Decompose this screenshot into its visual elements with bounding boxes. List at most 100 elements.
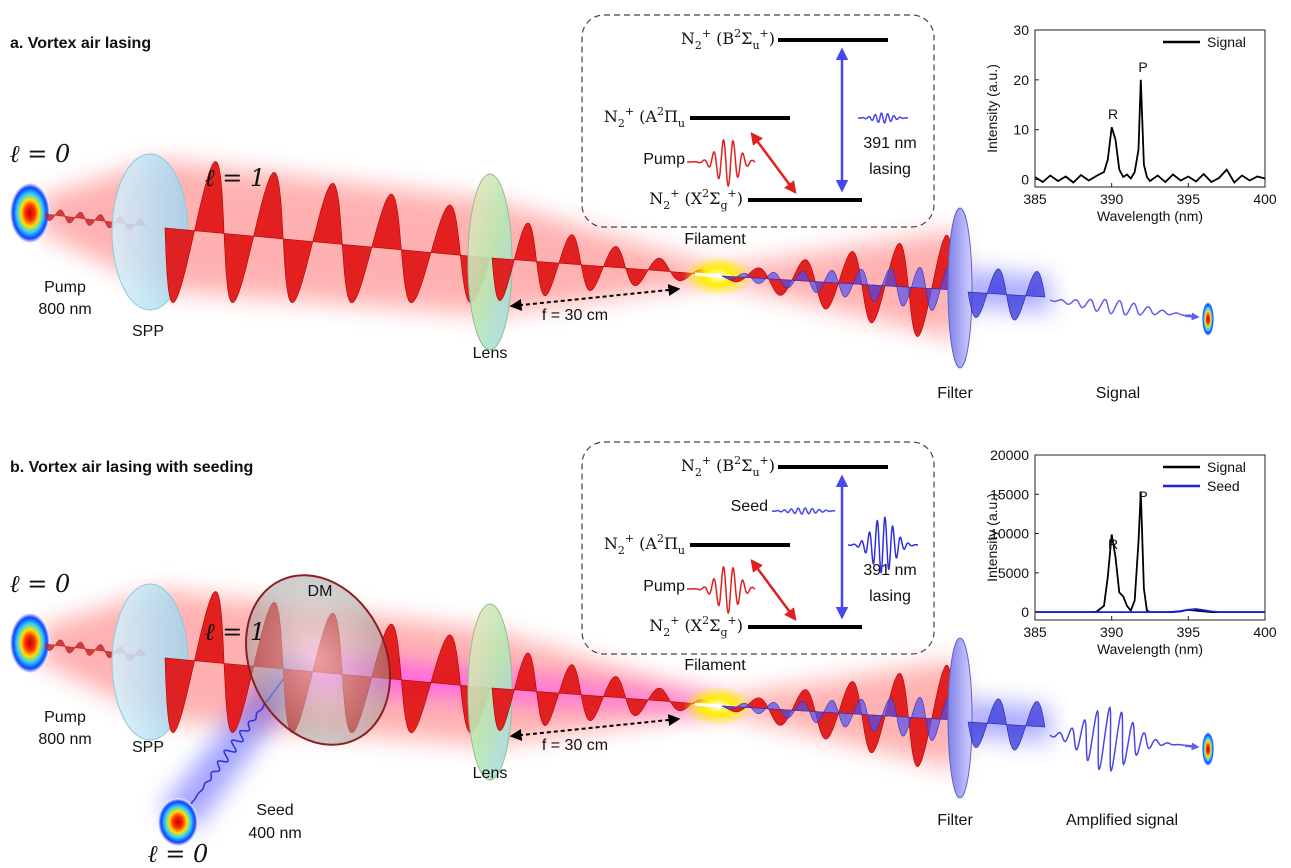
label-part: 2 xyxy=(618,117,625,130)
label-part: + xyxy=(728,187,737,200)
mode-label: ℓ = 1 xyxy=(205,618,266,646)
filament-label: Filament xyxy=(684,657,746,674)
label-part: 2 xyxy=(663,626,670,639)
seed-text: Seed xyxy=(731,498,768,515)
label-part: 2 xyxy=(618,544,625,557)
panel-title: a. Vortex air lasing xyxy=(10,35,151,52)
energy-level-label: N2+ (B2Σu+) xyxy=(681,454,775,479)
label-part: 2 xyxy=(702,614,709,627)
x-tick-label: 395 xyxy=(1177,191,1201,207)
y-tick-label: 15000 xyxy=(990,486,1029,502)
output-label: Amplified signal xyxy=(1066,812,1178,829)
peak-annotation: P xyxy=(1138,488,1147,504)
lasing-text: 391 nm xyxy=(863,562,916,579)
beam-wave xyxy=(771,507,836,515)
energy-level-label: N2+ (X2Σg+) xyxy=(649,614,743,639)
label-part: u xyxy=(678,544,685,557)
focal-label: f = 30 cm xyxy=(542,737,608,754)
label-part: (B xyxy=(711,29,734,48)
output-arrow xyxy=(1184,312,1200,321)
spp-label: SPP xyxy=(132,739,164,756)
series-line xyxy=(1034,79,1266,184)
beam-wave xyxy=(687,138,756,188)
seed-label: Seed xyxy=(256,802,293,819)
pump-text: Pump xyxy=(643,578,685,595)
pump-arrow xyxy=(750,558,797,622)
plot-frame xyxy=(1034,454,1266,621)
mode-label: ℓ = 0 xyxy=(10,140,71,168)
filter-label: Filter xyxy=(937,385,973,402)
label-part: 2 xyxy=(663,199,670,212)
x-tick-label: 385 xyxy=(1023,191,1047,207)
peak-annotation: R xyxy=(1108,106,1118,122)
y-tick-label: 0 xyxy=(1021,172,1029,188)
filter xyxy=(947,207,973,369)
filter xyxy=(947,637,973,799)
y-tick-label: 5000 xyxy=(998,565,1029,581)
legend-label: Signal xyxy=(1207,34,1246,50)
label-part: g xyxy=(720,626,727,639)
label-part: + xyxy=(728,614,737,627)
beam-wave xyxy=(687,565,756,615)
label-part: g xyxy=(720,199,727,212)
y-tick-label: 20 xyxy=(1013,72,1029,88)
legend-label: Seed xyxy=(1207,478,1240,494)
x-tick-label: 400 xyxy=(1253,624,1277,640)
label-part: ) xyxy=(769,456,775,475)
label-part: Π xyxy=(664,107,678,126)
beam-wave xyxy=(1049,298,1196,317)
label-part: u xyxy=(678,117,685,130)
beam-wave xyxy=(847,516,919,574)
output-label: Signal xyxy=(1096,385,1140,402)
peak-annotation: P xyxy=(1138,59,1147,75)
label-part: N xyxy=(604,534,618,553)
spp-label: SPP xyxy=(132,323,164,340)
y-tick-label: 20000 xyxy=(990,447,1029,463)
label-part: N xyxy=(681,456,695,475)
label-part: + xyxy=(670,614,679,627)
pump-label: 800 nm xyxy=(38,301,91,318)
dm-label: DM xyxy=(308,583,333,600)
label-part: Σ xyxy=(741,456,752,475)
label-part: u xyxy=(752,39,759,52)
plot-frame xyxy=(1034,29,1266,188)
x-tick-label: 390 xyxy=(1100,191,1124,207)
label-part: ) xyxy=(769,29,775,48)
label-part: + xyxy=(760,454,769,467)
label-part: (X xyxy=(679,189,702,208)
x-tick-label: 390 xyxy=(1100,624,1124,640)
label-part: N xyxy=(649,189,663,208)
label-part: N xyxy=(649,616,663,635)
label-part: Σ xyxy=(709,616,720,635)
lens-label: Lens xyxy=(473,345,508,362)
label-part: + xyxy=(670,187,679,200)
y-tick-label: 30 xyxy=(1013,22,1029,38)
output-arrow xyxy=(1184,742,1200,751)
label-part: u xyxy=(752,466,759,479)
label-part: N xyxy=(681,29,695,48)
pump-text: Pump xyxy=(643,151,685,168)
legend-label: Signal xyxy=(1207,459,1246,475)
label-part: (X xyxy=(679,616,702,635)
y-tick-label: 10 xyxy=(1013,122,1029,138)
label-part: (B xyxy=(711,456,734,475)
label-part: ) xyxy=(737,189,743,208)
x-axis-label: Wavelength (nm) xyxy=(1097,208,1203,224)
output-mode-profile xyxy=(1202,302,1214,336)
label-part: 2 xyxy=(657,532,664,545)
beam-wave xyxy=(967,698,1046,751)
y-axis-label: Intensity (a.u.) xyxy=(984,64,1000,153)
label-part: 2 xyxy=(695,466,702,479)
mode-label: ℓ = 0 xyxy=(10,570,71,598)
pump-label: Pump xyxy=(44,279,86,296)
x-tick-label: 395 xyxy=(1177,624,1201,640)
filter-label: Filter xyxy=(937,812,973,829)
y-axis-label: Intensity (a.u.) xyxy=(984,493,1000,582)
pump-mode-profile xyxy=(10,613,50,673)
energy-level-label: N2+ (B2Σu+) xyxy=(681,27,775,52)
label-part: (A xyxy=(634,107,657,126)
x-tick-label: 385 xyxy=(1023,624,1047,640)
output-mode-profile xyxy=(1202,732,1214,766)
lasing-text: lasing xyxy=(869,588,911,605)
